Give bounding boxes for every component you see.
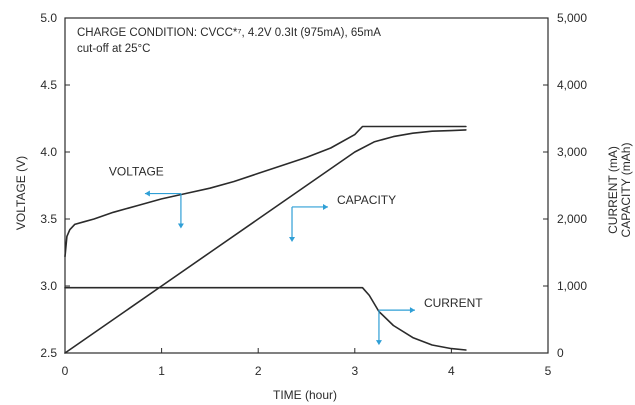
arrow-head [177,223,184,229]
arrow-head [144,190,150,197]
y-right-tick-label: 5,000 [557,11,587,25]
charge-condition-line-2: cut-off at 25°C [77,43,150,55]
x-tick-label: 5 [545,364,552,378]
series-line-voltage [64,125,467,258]
y-left-tick-label: 4.0 [40,145,57,159]
x-tick-label: 1 [158,364,165,378]
charge-condition-line-1: CHARGE CONDITION: CVCC*⁷, 4.2V 0.3It (97… [77,27,381,39]
annotation-voltage: VOLTAGE [109,165,184,229]
y-right-axis-title-capacity: CAPACITY (mAh) [619,143,633,238]
series-line-capacity [64,129,467,354]
x-tick-label: 3 [351,364,358,378]
y-right-tick-label: 1,000 [557,279,587,293]
y-right-axis-title-current: CURRENT (mA) [606,146,620,234]
annotation-current: CURRENT [375,296,483,346]
y-right-tick-label: 0 [557,346,564,360]
y-left-tick-label: 3.5 [40,212,57,226]
y-left-tick-label: 3.0 [40,279,57,293]
y-right-tick-label: 4,000 [557,78,587,92]
arrow-head [289,236,296,242]
arrow-head [323,203,329,210]
annotation-label: CAPACITY [337,193,396,207]
x-tick-label: 4 [448,364,455,378]
annotation-label: CURRENT [424,296,483,310]
y-left-tick-label: 5.0 [40,11,57,25]
y-left-tick-label: 4.5 [40,78,57,92]
y-left-tick-label: 2.5 [40,346,57,360]
x-axis-title: TIME (hour) [273,388,337,402]
y-right-tick-label: 2,000 [557,212,587,226]
series-line-current [64,286,467,351]
y-right-tick-label: 3,000 [557,145,587,159]
annotation-label: VOLTAGE [109,165,164,179]
y-left-axis-title: VOLTAGE (V) [14,156,28,230]
annotation-capacity: CAPACITY [289,193,396,242]
plot-frame [64,17,549,354]
arrow-head [375,340,382,346]
arrow-head [409,307,415,314]
x-tick-label: 0 [62,364,69,378]
x-tick-label: 2 [255,364,262,378]
